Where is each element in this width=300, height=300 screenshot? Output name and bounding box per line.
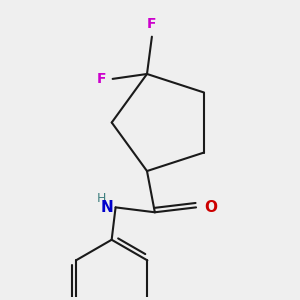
Text: H: H xyxy=(96,192,106,205)
Text: O: O xyxy=(204,200,217,215)
Text: F: F xyxy=(147,17,157,31)
Text: F: F xyxy=(97,72,107,86)
Text: N: N xyxy=(101,200,114,215)
